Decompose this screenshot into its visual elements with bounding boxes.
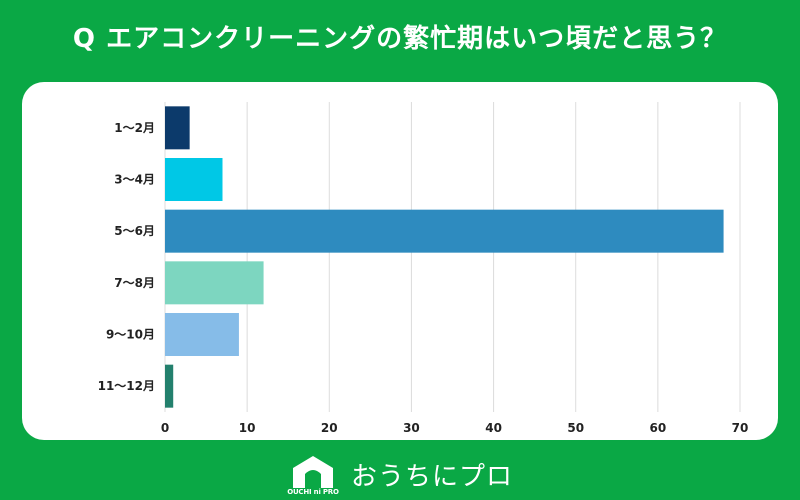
x-tick-label: 60 (650, 421, 667, 435)
bar (165, 209, 724, 253)
chart-card: 0 10 20 30 40 50 60 70 1〜2月 3〜4月 5〜6月 7〜8月 9〜10月 11〜1… (22, 82, 778, 440)
x-tick-label: 30 (403, 421, 420, 435)
x-tick-label: 10 (239, 421, 256, 435)
brand-logo-text: OUCHI ni PRO (287, 488, 339, 496)
bar (165, 313, 239, 356)
x-tick-label: 40 (485, 421, 502, 435)
x-tick-label: 20 (321, 421, 338, 435)
chart-title: Q エアコンクリーニングの繁忙期はいつ頃だと思う？ (72, 24, 728, 54)
category-label: 3〜4月 (114, 173, 155, 187)
x-tick-label: 0 (161, 421, 169, 435)
bar (165, 261, 264, 305)
bar-chart: 0 10 20 30 40 50 60 70 1〜2月 3〜4月 5〜6月 7〜8月 9〜10月 11〜1… (98, 102, 749, 435)
x-tick-label: 70 (732, 421, 749, 435)
category-label: 11〜12月 (98, 379, 155, 393)
bar (165, 158, 223, 201)
bar (165, 364, 174, 408)
house-logo-icon: OUCHI ni PRO (287, 452, 339, 496)
bar (165, 106, 190, 150)
category-label: 1〜2月 (114, 121, 155, 135)
brand-name: おうちにプロ (350, 461, 513, 492)
category-label: 7〜8月 (114, 276, 155, 290)
category-label: 5〜6月 (114, 224, 155, 238)
brand-footer: OUCHI ni PRO おうちにプロ (0, 452, 800, 496)
category-label: 9〜10月 (106, 328, 155, 342)
x-tick-label: 50 (567, 421, 584, 435)
